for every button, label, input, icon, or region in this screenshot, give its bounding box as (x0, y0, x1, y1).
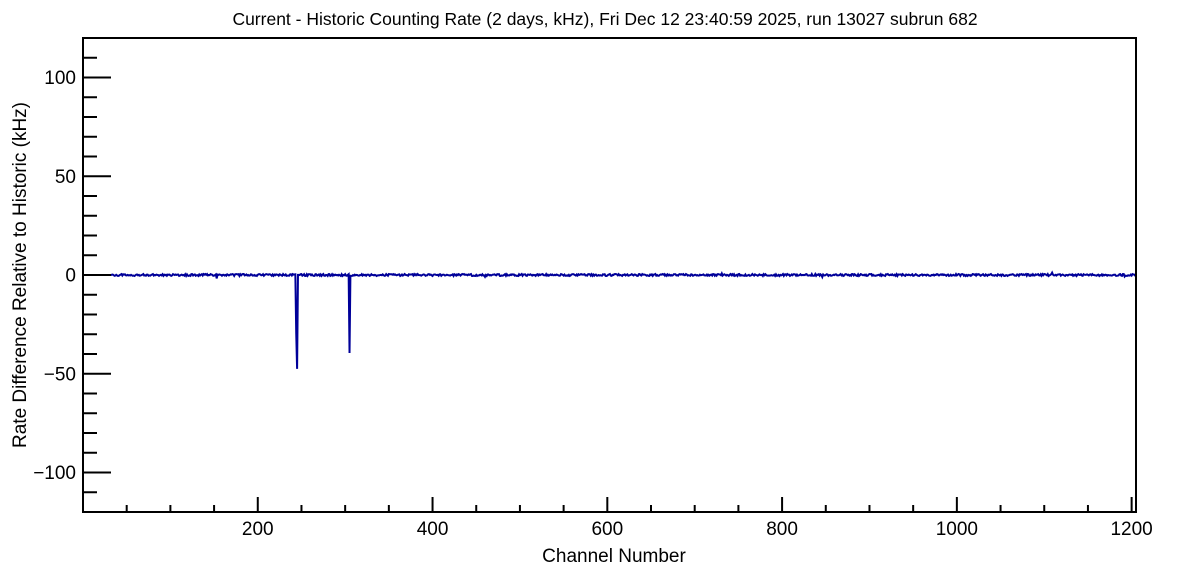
x-axis-major-ticks (256, 497, 1133, 512)
x-tick-label: 200 (242, 519, 274, 540)
y-axis-tick-labels: 100 50 0 −50 −100 (33, 68, 76, 484)
y-tick-label: −100 (33, 463, 76, 484)
y-axis-title: Rate Difference Relative to Historic (kH… (10, 102, 31, 448)
y-tick-label: 0 (65, 266, 76, 287)
rate-difference-series (83, 270, 1137, 369)
x-tick-label: 600 (591, 519, 623, 540)
y-tick-label: 50 (55, 167, 76, 188)
x-tick-label: 1000 (936, 519, 978, 540)
y-axis-minor-ticks (83, 56, 97, 494)
chart-title: Current - Historic Counting Rate (2 days… (232, 9, 977, 29)
y-tick-label: 100 (44, 68, 76, 89)
x-axis-tick-labels: 200 400 600 800 1000 1200 (242, 519, 1153, 540)
x-tick-label: 1200 (1110, 519, 1152, 540)
y-axis-major-ticks (83, 76, 111, 474)
y-tick-label: −50 (44, 364, 76, 385)
x-axis-minor-ticks (125, 505, 1089, 512)
x-tick-label: 400 (417, 519, 449, 540)
x-tick-label: 800 (766, 519, 798, 540)
x-axis-title: Channel Number (542, 546, 686, 567)
